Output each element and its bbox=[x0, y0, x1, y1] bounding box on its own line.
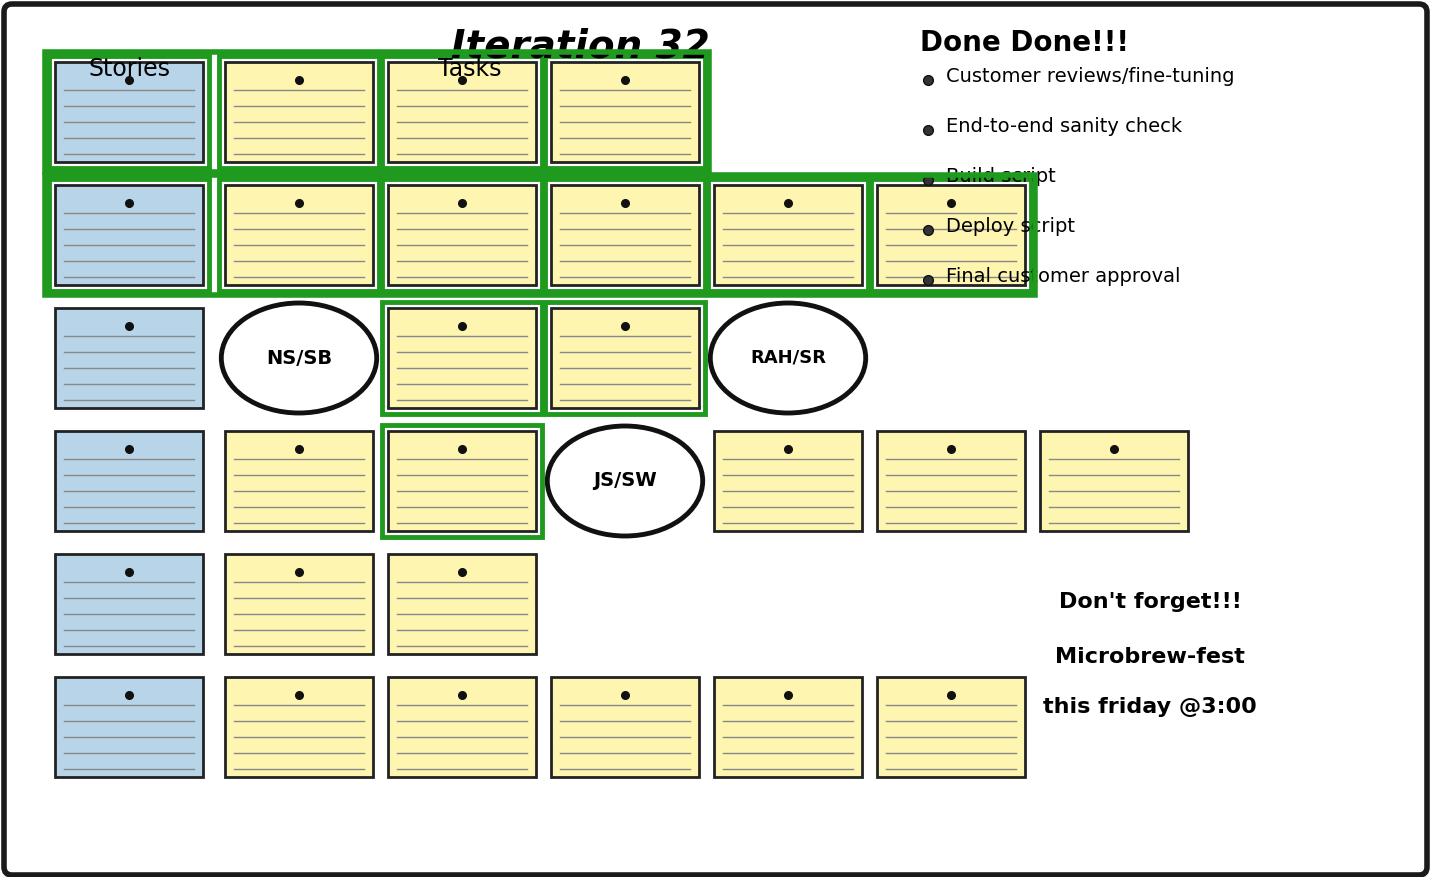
Bar bbox=[877, 677, 1025, 777]
Text: RAH/SR: RAH/SR bbox=[750, 349, 826, 367]
Bar bbox=[225, 554, 373, 654]
Bar bbox=[551, 62, 698, 162]
Text: Deploy script: Deploy script bbox=[946, 217, 1075, 237]
Bar bbox=[49, 56, 209, 168]
Bar bbox=[54, 62, 203, 162]
Bar bbox=[714, 431, 861, 531]
Bar bbox=[382, 425, 542, 537]
Bar bbox=[714, 677, 861, 777]
Text: Customer reviews/fine-tuning: Customer reviews/fine-tuning bbox=[946, 68, 1235, 87]
Text: Don't forget!!!: Don't forget!!! bbox=[1059, 592, 1242, 612]
Bar bbox=[877, 185, 1025, 285]
Bar bbox=[225, 62, 373, 162]
Bar bbox=[714, 185, 861, 285]
Text: Iteration 32: Iteration 32 bbox=[451, 27, 710, 65]
Bar bbox=[545, 179, 705, 291]
Bar bbox=[54, 431, 203, 531]
Bar bbox=[545, 302, 705, 414]
Bar bbox=[382, 179, 542, 291]
Text: Build script: Build script bbox=[946, 168, 1056, 187]
Bar bbox=[551, 185, 698, 285]
FancyBboxPatch shape bbox=[4, 4, 1427, 875]
Bar bbox=[54, 185, 203, 285]
Ellipse shape bbox=[710, 303, 866, 413]
Text: Tasks: Tasks bbox=[438, 57, 501, 81]
Bar bbox=[388, 62, 537, 162]
Bar bbox=[225, 677, 373, 777]
Text: Done Done!!!: Done Done!!! bbox=[920, 29, 1129, 57]
Text: Microbrew-fest: Microbrew-fest bbox=[1055, 647, 1245, 667]
Bar bbox=[388, 308, 537, 408]
Bar bbox=[382, 302, 542, 414]
Bar bbox=[54, 308, 203, 408]
Bar bbox=[44, 52, 708, 172]
Bar bbox=[388, 185, 537, 285]
Bar bbox=[388, 554, 537, 654]
Bar bbox=[44, 175, 1035, 295]
Bar bbox=[1040, 431, 1188, 531]
Text: Stories: Stories bbox=[87, 57, 170, 81]
Bar bbox=[219, 56, 379, 168]
Text: NS/SB: NS/SB bbox=[266, 348, 332, 367]
Bar bbox=[225, 431, 373, 531]
Bar bbox=[388, 677, 537, 777]
Text: Final customer approval: Final customer approval bbox=[946, 267, 1181, 287]
Bar bbox=[225, 185, 373, 285]
Bar bbox=[871, 179, 1030, 291]
Bar bbox=[551, 677, 698, 777]
Bar bbox=[551, 308, 698, 408]
Bar bbox=[545, 56, 705, 168]
Bar bbox=[877, 431, 1025, 531]
Ellipse shape bbox=[547, 426, 703, 536]
Text: End-to-end sanity check: End-to-end sanity check bbox=[946, 118, 1182, 137]
Bar bbox=[54, 554, 203, 654]
Bar bbox=[49, 179, 209, 291]
Bar bbox=[54, 677, 203, 777]
Bar bbox=[388, 431, 537, 531]
Ellipse shape bbox=[222, 303, 376, 413]
Bar bbox=[219, 179, 379, 291]
Bar bbox=[382, 56, 542, 168]
Bar bbox=[708, 179, 869, 291]
Text: this friday @3:00: this friday @3:00 bbox=[1043, 697, 1256, 717]
Text: JS/SW: JS/SW bbox=[592, 472, 657, 490]
